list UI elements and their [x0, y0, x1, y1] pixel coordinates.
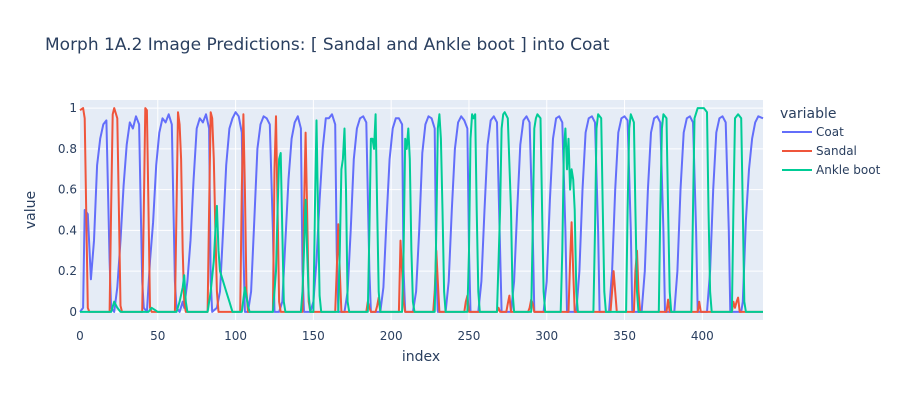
legend-item-ankle-boot[interactable]: Ankle boot [782, 163, 881, 177]
y-tick-label: 0.8 [58, 142, 77, 156]
x-tick-label: 250 [457, 329, 480, 343]
x-tick-label: 350 [613, 329, 636, 343]
x-tick-label: 100 [224, 329, 247, 343]
legend-title: variable [780, 106, 836, 122]
legend[interactable]: variable Coat Sandal Ankle boot [780, 106, 881, 177]
y-tick-label: 0.4 [58, 223, 77, 237]
legend-items[interactable]: Coat Sandal Ankle boot [782, 125, 881, 177]
x-tick-label: 0 [76, 329, 84, 343]
chart-title: Morph 1A.2 Image Predictions: [ Sandal a… [45, 35, 610, 55]
x-tick-label: 150 [302, 329, 325, 343]
y-tick-label: 0 [69, 305, 77, 319]
series-lines [79, 107, 764, 313]
series-line-coat [79, 111, 764, 313]
legend-item-sandal[interactable]: Sandal [782, 144, 857, 158]
legend-label: Sandal [816, 144, 857, 158]
y-axis-title: value [23, 191, 39, 229]
x-tick-label: 400 [691, 329, 714, 343]
x-tick-label: 50 [150, 329, 165, 343]
legend-label: Ankle boot [816, 163, 881, 177]
plot-area [80, 100, 763, 320]
y-tick-label: 1 [69, 101, 77, 115]
legend-item-coat[interactable]: Coat [782, 125, 844, 139]
x-tick-label: 300 [535, 329, 558, 343]
y-tick-label: 0.2 [58, 264, 77, 278]
x-axis-title: index [402, 349, 440, 365]
y-tick-label: 0.6 [58, 183, 77, 197]
series-line-ankle-boot [80, 107, 763, 313]
legend-label: Coat [816, 125, 844, 139]
axis-ticks: 0 50 100 150 200 250 300 350 400 0 0.2 0.4 0.6 0.8 1 [58, 101, 714, 343]
x-tick-label: 200 [380, 329, 403, 343]
